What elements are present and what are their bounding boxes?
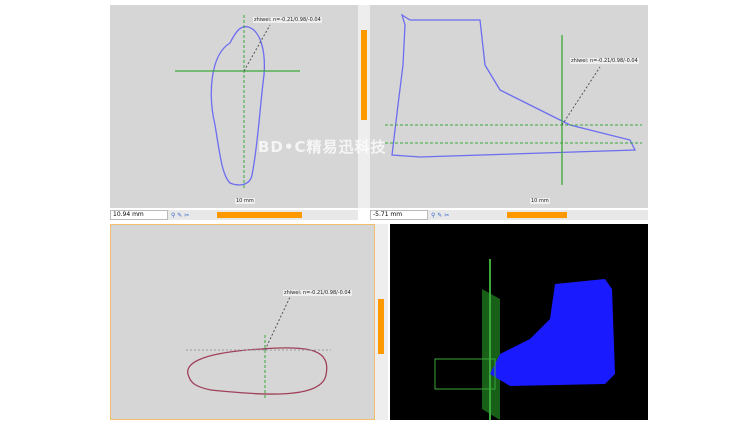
normal-annotation: zhiwei: n=-0.21/0.98/-0.04 [570, 58, 639, 64]
viewport-front-view[interactable]: zhiwei: n=-0.21/0.98/-0.04 [110, 224, 375, 420]
status-bar-left: 10.94 mm ⚲ ✎ ✂ [110, 210, 358, 220]
tool-icons[interactable]: ⚲ ✎ ✂ [171, 211, 190, 219]
scale-label: 10 mm [235, 198, 255, 204]
measure-field[interactable]: -5.71 mm [370, 210, 428, 220]
viewport-3d[interactable] [390, 224, 648, 420]
vertical-scrollbar[interactable] [375, 224, 388, 420]
foot-top-outline [175, 15, 300, 190]
watermark: BD•C精易迅科技 [258, 138, 387, 156]
foot-sole-outline [186, 294, 331, 400]
horizontal-scrollbar[interactable] [507, 212, 568, 218]
foot-side-outline [385, 13, 642, 185]
tool-icons[interactable]: ⚲ ✎ ✂ [431, 211, 450, 219]
scale-label: 10 mm [530, 198, 550, 204]
horizontal-scrollbar[interactable] [217, 212, 303, 218]
foot-3d-model [434, 259, 615, 420]
viewport-side-view[interactable]: zhiwei: n=-0.21/0.98/-0.04 10 mm [370, 5, 648, 208]
normal-annotation: zhiwei: n=-0.21/0.98/-0.04 [253, 17, 322, 23]
vertical-scrollbar[interactable] [358, 5, 370, 208]
normal-annotation: zhiwei: n=-0.21/0.98/-0.04 [283, 290, 352, 296]
viewport-top-view[interactable]: zhiwei: n=-0.21/0.98/-0.04 10 mm [110, 5, 358, 208]
status-bar-right: -5.71 mm ⚲ ✎ ✂ [370, 210, 648, 220]
measure-field[interactable]: 10.94 mm [110, 210, 168, 220]
